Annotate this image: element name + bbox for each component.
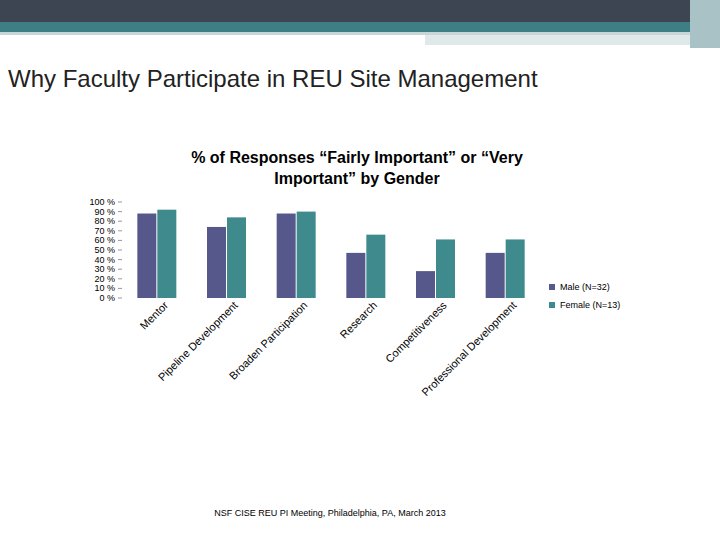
bar [157, 210, 176, 298]
header-band [0, 0, 720, 22]
bar [137, 214, 156, 298]
bars [137, 210, 524, 298]
bar [436, 239, 455, 298]
bar [207, 227, 226, 298]
slide-title: Why Faculty Participate in REU Site Mana… [8, 65, 538, 92]
y-tick [118, 278, 122, 279]
slide: Why Faculty Participate in REU Site Mana… [0, 0, 720, 540]
x-tick-label: Pipeline Development [156, 299, 240, 383]
y-tick-label: 20 % [94, 274, 115, 284]
bar [227, 217, 246, 298]
legend-swatch [549, 302, 555, 308]
y-tick [118, 298, 122, 299]
header-band [690, 0, 720, 48]
y-tick [118, 221, 122, 222]
y-tick [118, 250, 122, 251]
x-tick-label: Research [337, 299, 379, 341]
chart-title-line: Important” by Gender [274, 170, 439, 187]
y-tick-label: 10 % [94, 283, 115, 293]
x-tick-label: Mentor [138, 299, 171, 332]
y-tick-label: 50 % [94, 245, 115, 255]
y-tick [118, 211, 122, 212]
footer: NSF CISE REU PI Meeting, Philadelphia, P… [214, 508, 445, 518]
y-tick-label: 30 % [94, 264, 115, 274]
bar [486, 253, 505, 298]
y-tick [118, 259, 122, 260]
bar [416, 271, 435, 298]
legend-swatch [549, 284, 555, 290]
page: {"slide": {"title": "Why Faculty Partici… [0, 0, 720, 540]
y-tick [118, 230, 122, 231]
x-tick-label: Broaden Participation [227, 299, 310, 382]
bar [277, 214, 296, 298]
y-tick-label: 90 % [94, 207, 115, 217]
chart-title: % of Responses “Fairly Important” or “Ve… [191, 149, 523, 187]
bar [346, 253, 365, 298]
x-tick-label: Competitiveness [383, 299, 449, 365]
x-tick-label: Professional Development [419, 299, 518, 398]
y-tick-label: 70 % [94, 226, 115, 236]
y-tick [118, 240, 122, 241]
y-tick [118, 202, 122, 203]
y-tick-label: 0 % [99, 293, 115, 303]
y-tick-label: 80 % [94, 216, 115, 226]
legend-label: Female (N=13) [560, 300, 620, 310]
y-tick-label: 60 % [94, 235, 115, 245]
header-band [425, 35, 720, 45]
header-band [0, 22, 720, 32]
bar [297, 212, 316, 298]
y-tick [118, 269, 122, 270]
y-tick [118, 288, 122, 289]
bar [506, 239, 525, 298]
chart-title-line: % of Responses “Fairly Important” or “Ve… [191, 149, 523, 166]
y-tick-label: 100 % [89, 197, 115, 207]
legend-label: Male (N=32) [560, 282, 610, 292]
bar [366, 235, 385, 298]
header-band [0, 32, 720, 35]
y-tick-label: 40 % [94, 255, 115, 265]
